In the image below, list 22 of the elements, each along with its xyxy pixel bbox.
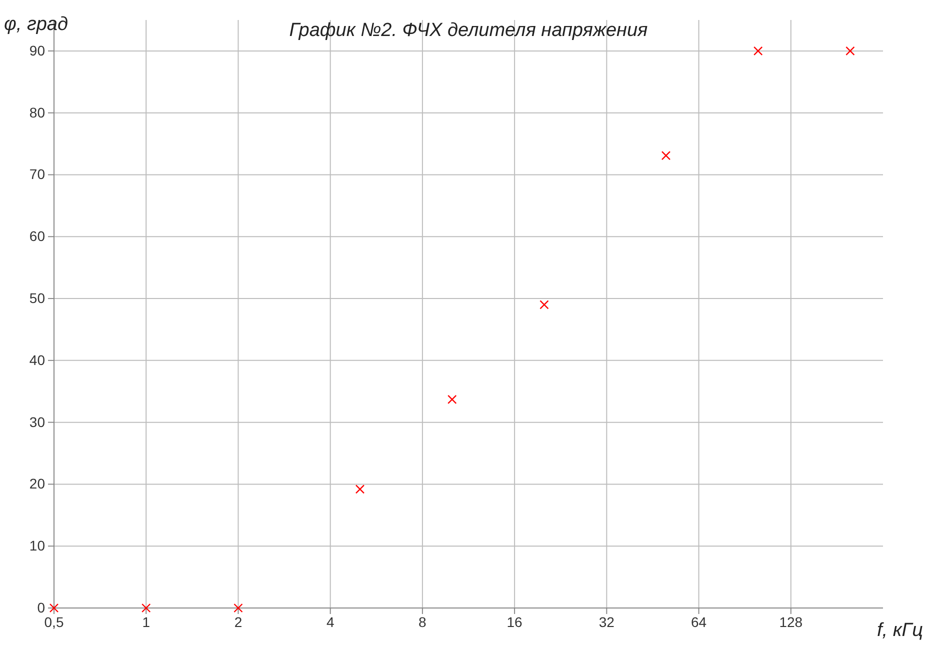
x-tick-label: 8 (418, 614, 427, 630)
x-tick-label: 128 (779, 614, 803, 630)
x-tick-label: 2 (234, 614, 242, 630)
x-tick-label: 4 (326, 614, 334, 630)
y-tick-label: 50 (29, 290, 46, 306)
x-tick-label: 16 (506, 614, 523, 630)
x-tick-label: 64 (690, 614, 707, 630)
y-tick-label: 0 (37, 599, 46, 616)
x-tick-label: 1 (142, 614, 150, 630)
chart-title: График №2. ФЧХ делителя напряжения (289, 20, 648, 41)
y-tick-label: 70 (29, 166, 46, 182)
y-tick-label: 10 (29, 538, 46, 554)
x-axis-title: f, кГц (876, 620, 924, 641)
y-tick-label: 40 (29, 352, 46, 368)
y-tick-label: 20 (29, 476, 46, 492)
y-tick-label: 60 (29, 228, 46, 244)
y-tick-label: 30 (29, 414, 46, 430)
x-tick-label: 0,5 (44, 614, 64, 630)
y-tick-label: 80 (29, 104, 46, 120)
y-axis-title: φ, град (4, 14, 68, 35)
x-tick-label: 32 (598, 614, 615, 630)
y-tick-label: 90 (29, 42, 46, 58)
